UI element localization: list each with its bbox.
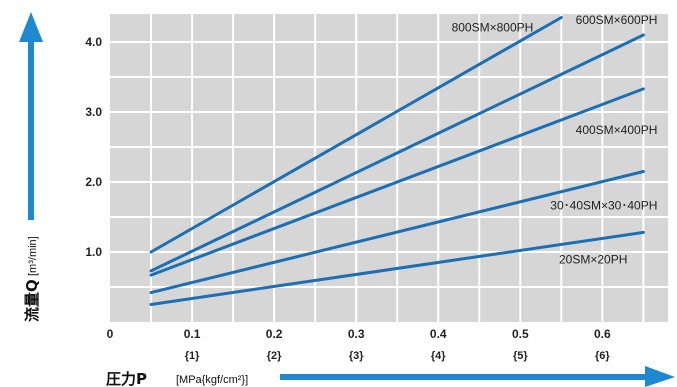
series-label-800sm-800ph: 800SM×800PH xyxy=(452,21,534,35)
series-label-30-40sm-30-40ph: 30･40SM×30･40PH xyxy=(550,199,657,213)
x-tick-labels: 0 0.1 {1} 0.2 {2} 0.3 {3} 0.4 {4} 0.5 {5} 0.6 {6} xyxy=(107,327,611,362)
y-tick-label: 1.0 xyxy=(85,245,102,259)
x-tick-label: 0.2 xyxy=(266,327,283,341)
x-tick-sublabel: {4} xyxy=(431,350,446,362)
series-label-600sm-600ph: 600SM×600PH xyxy=(576,13,658,27)
series-line-800sm-800ph xyxy=(149,16,563,254)
y-tick-labels: 1.0 2.0 3.0 4.0 xyxy=(85,35,102,259)
series-line-20sm-20ph xyxy=(149,230,645,306)
y-axis-label: 流量Q xyxy=(23,279,41,322)
y-tick-label: 3.0 xyxy=(85,105,102,119)
series-line-30-40sm-30-40ph xyxy=(149,170,645,295)
y-axis-unit: [m³/min] xyxy=(27,236,39,276)
x-axis-arrow xyxy=(280,366,675,387)
x-tick-sublabel: {3} xyxy=(349,350,364,362)
plot-area xyxy=(110,14,668,322)
x-axis-title: 圧力P [MPa{kgf/cm²}] xyxy=(106,370,248,387)
series-line-600sm-600ph xyxy=(149,33,645,273)
x-tick-label: 0.1 xyxy=(184,327,201,341)
x-axis-arrow-shaft xyxy=(280,374,650,380)
y-tick-label: 4.0 xyxy=(85,35,102,49)
x-tick-label: 0.3 xyxy=(348,327,365,341)
y-axis-arrow-shaft xyxy=(28,38,34,220)
x-tick-label: 0 xyxy=(107,327,114,341)
y-tick-label: 2.0 xyxy=(85,175,102,189)
series-label-20sm-20ph: 20SM×20PH xyxy=(559,252,627,266)
series-line-400sm-400ph xyxy=(149,87,645,277)
series-labels: 800SM×800PH 600SM×600PH 400SM×400PH 30･40SM… xyxy=(452,13,658,266)
x-axis-unit: [MPa{kgf/cm²}] xyxy=(176,374,248,386)
x-tick-label: 0.5 xyxy=(512,327,529,341)
x-tick-label: 0.6 xyxy=(594,327,611,341)
series-lines xyxy=(149,16,645,306)
y-axis-arrow xyxy=(19,12,43,220)
y-axis-arrow-head xyxy=(19,12,43,42)
horizontal-gridlines xyxy=(110,41,668,288)
y-axis-title: 流量Q [m³/min] xyxy=(23,236,41,322)
series-label-400sm-400ph: 400SM×400PH xyxy=(576,123,658,137)
x-axis-arrow-head xyxy=(645,366,675,387)
x-tick-sublabel: {2} xyxy=(267,350,282,362)
x-tick-sublabel: {5} xyxy=(513,350,528,362)
x-tick-sublabel: {1} xyxy=(185,350,200,362)
x-tick-label: 0.4 xyxy=(430,327,447,341)
vertical-gridlines xyxy=(150,14,645,322)
x-tick-sublabel: {6} xyxy=(595,350,610,362)
x-axis-label: 圧力P xyxy=(106,370,147,387)
